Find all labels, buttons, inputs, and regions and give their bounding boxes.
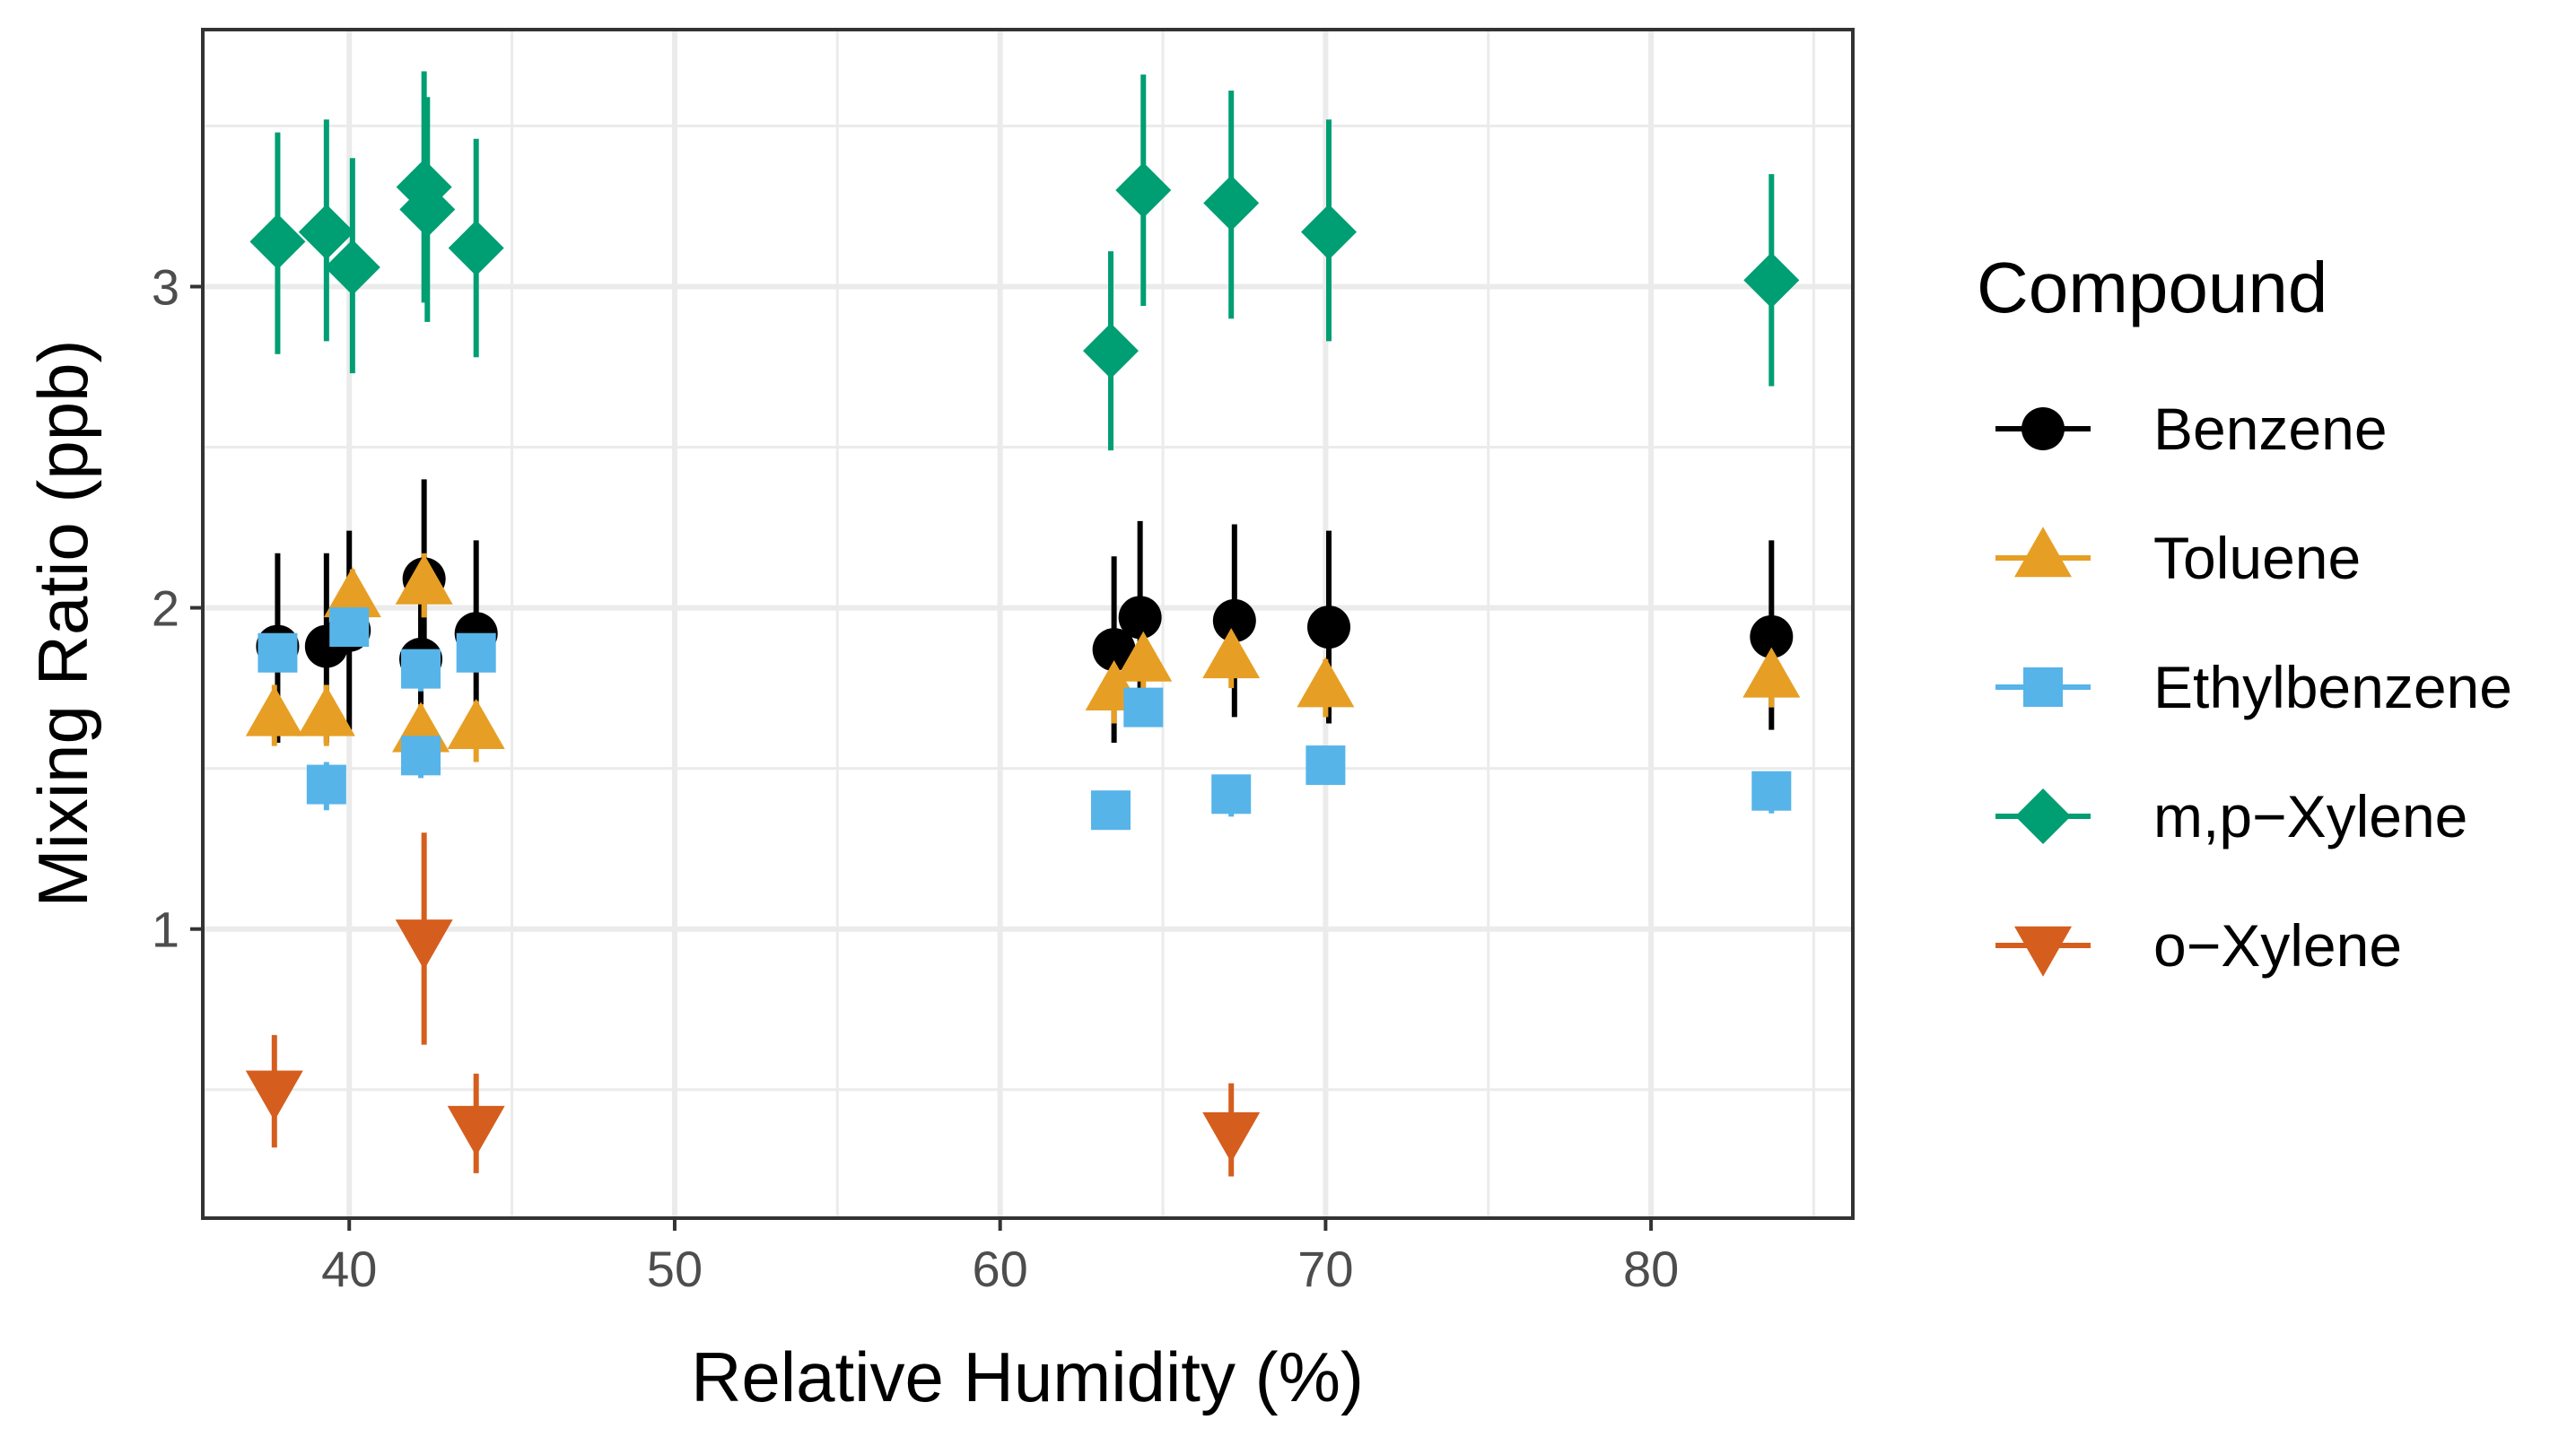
x-axis-ticks: 40 50 60 70 80 xyxy=(321,1218,1679,1297)
benzene-point xyxy=(1750,614,1794,658)
x-tick-label: 80 xyxy=(1623,1241,1679,1297)
legend-item-benzene: Benzene xyxy=(1995,396,2388,462)
benzene-point xyxy=(1118,596,1162,640)
legend-item-toluene: Toluene xyxy=(1995,525,2361,591)
m-p-xylene-point xyxy=(1203,175,1260,231)
ethylbenzene-point xyxy=(1090,790,1131,831)
legend-label: Toluene xyxy=(2153,525,2361,591)
y-tick-label: 1 xyxy=(152,902,179,958)
ethylbenzene-point xyxy=(329,607,370,648)
ethylbenzene-point xyxy=(1123,687,1164,727)
m-p-xylene-point xyxy=(1115,162,1172,219)
x-tick-label: 40 xyxy=(321,1241,377,1297)
ethylbenzene-point xyxy=(1211,774,1252,814)
legend-title: Compound xyxy=(1977,248,2327,327)
toluene-point xyxy=(1297,657,1355,708)
ethylbenzene-point xyxy=(258,632,298,673)
benzene-point xyxy=(1092,628,1136,672)
legend-key-diamond-icon xyxy=(2015,788,2071,844)
legend: Compound Benzene Toluene Ethylbenzene m,p−X… xyxy=(1977,248,2512,979)
toluene-point xyxy=(1114,631,1173,682)
m-p-xylene-point xyxy=(249,213,306,270)
benzene-point xyxy=(1307,605,1351,649)
legend-item-m-p-xylene: m,p−Xylene xyxy=(1995,783,2467,849)
legend-label: o−Xylene xyxy=(2153,912,2402,979)
legend-items: Benzene Toluene Ethylbenzene m,p−Xylene o−Xy… xyxy=(1995,396,2512,979)
m-p-xylene-point xyxy=(1743,252,1800,309)
o-xylene-point xyxy=(447,1105,505,1156)
toluene-point xyxy=(245,685,303,736)
m-p-xylene-point xyxy=(399,181,456,238)
toluene-point xyxy=(395,553,453,605)
toluene-point xyxy=(1742,647,1801,698)
m-p-xylene-point xyxy=(1082,323,1139,379)
y-axis-title: Mixing Ratio (ppb) xyxy=(23,340,102,908)
toluene-point xyxy=(447,698,505,749)
legend-label: Benzene xyxy=(2153,396,2388,462)
y-axis-ticks: 1 2 3 xyxy=(152,258,203,958)
legend-key-square-icon xyxy=(2023,667,2063,707)
ethylbenzene-point xyxy=(306,764,346,805)
toluene-point xyxy=(323,567,381,618)
x-tick-label: 50 xyxy=(647,1241,703,1297)
legend-key-triangle-down-icon xyxy=(2014,926,2072,977)
legend-key-triangle-up-icon xyxy=(2014,527,2072,578)
ethylbenzene-point xyxy=(456,632,496,673)
o-xylene-point xyxy=(395,919,453,971)
ethylbenzene-point xyxy=(1751,771,1792,811)
legend-item-ethylbenzene: Ethylbenzene xyxy=(1995,654,2512,720)
legend-label: m,p−Xylene xyxy=(2153,783,2467,849)
m-p-xylene-point xyxy=(298,204,354,260)
o-xylene-point xyxy=(1202,1112,1261,1163)
y-tick-label: 3 xyxy=(152,258,179,315)
legend-key-circle-icon xyxy=(2022,407,2065,450)
x-axis-title: Relative Humidity (%) xyxy=(691,1337,1364,1416)
y-tick-label: 2 xyxy=(152,580,179,637)
ethylbenzene-point xyxy=(401,649,441,689)
legend-label: Ethylbenzene xyxy=(2153,654,2512,720)
ethylbenzene-point xyxy=(1305,745,1346,786)
data-points xyxy=(245,159,1801,1163)
x-tick-label: 70 xyxy=(1297,1241,1353,1297)
m-p-xylene-point xyxy=(1301,204,1358,260)
o-xylene-point xyxy=(245,1070,303,1121)
toluene-point xyxy=(1202,628,1261,679)
x-tick-label: 60 xyxy=(973,1241,1028,1297)
legend-item-o-xylene: o−Xylene xyxy=(1995,912,2402,979)
ethylbenzene-point xyxy=(401,736,441,776)
m-p-xylene-point xyxy=(448,220,504,276)
benzene-point xyxy=(1212,598,1256,642)
panel-border xyxy=(201,28,1855,1220)
toluene-point xyxy=(297,685,355,736)
m-p-xylene-point xyxy=(324,240,380,295)
